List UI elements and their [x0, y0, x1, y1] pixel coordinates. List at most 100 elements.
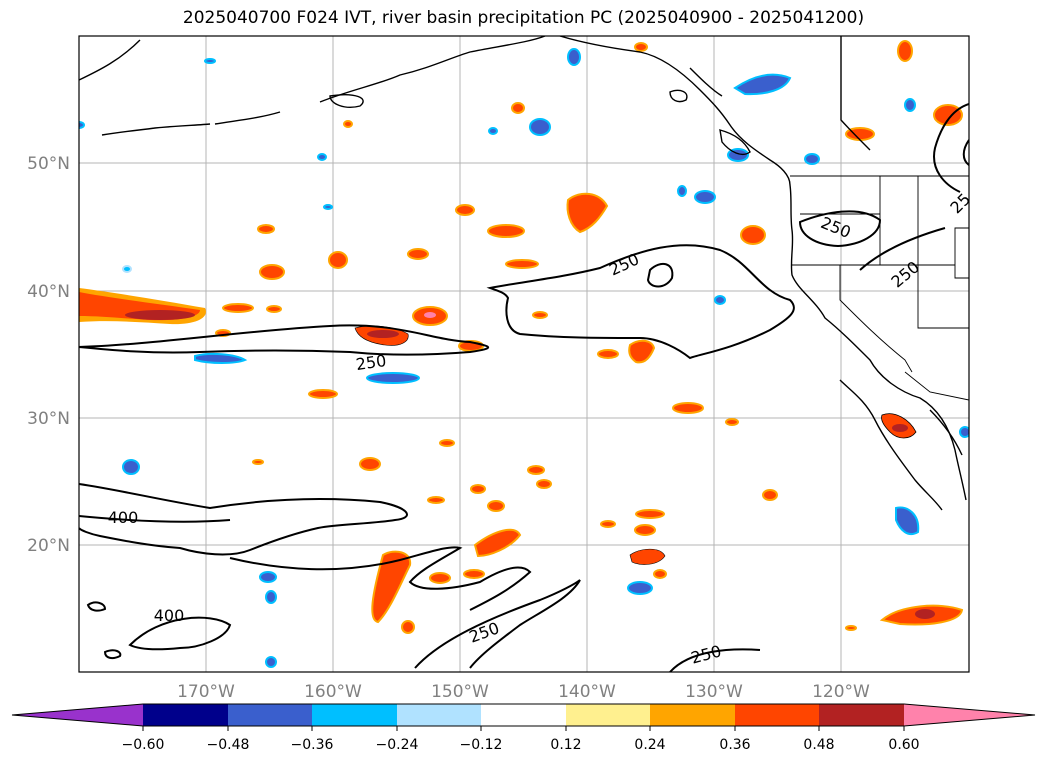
ivt-contour-250 [646, 262, 674, 288]
pc-area [694, 190, 716, 204]
coastlines [79, 36, 967, 511]
pc-area [904, 98, 916, 112]
pc-area [427, 496, 445, 504]
pc-area [527, 465, 545, 475]
pc-area [892, 424, 908, 432]
colorbar-label: 0.48 [803, 737, 834, 753]
lon-label-150w: 150°W [431, 682, 489, 702]
pc-area [627, 581, 653, 595]
pc-area [366, 372, 420, 384]
map-title: 2025040700 F024 IVT, river basin precipi… [182, 8, 865, 28]
island [329, 94, 364, 108]
colorbar-extend-low [12, 704, 143, 726]
vancouver-island [719, 129, 751, 156]
pc-area [672, 402, 704, 414]
latitude-labels: 50°N 40°N 30°N 20°N [27, 154, 70, 556]
ivt-contour-250 [962, 139, 969, 166]
political-borders [790, 175, 969, 401]
pc-area [634, 42, 648, 52]
alaska-coast [319, 36, 546, 103]
pc-area [429, 572, 451, 584]
pc-area [122, 459, 140, 475]
pc-area [473, 528, 522, 558]
coast [79, 39, 141, 81]
pc-area [204, 58, 216, 64]
lat-label-50n: 50°N [27, 154, 70, 174]
pc-area [328, 251, 348, 269]
pc-area [915, 609, 935, 619]
ivt-contour-250 [486, 244, 795, 360]
state-border [839, 265, 913, 373]
colorbar: −0.60 −0.48 −0.36 −0.24 −0.12 0.12 0.24 … [11, 703, 1036, 753]
positive-pc-areas [79, 40, 964, 634]
lon-label-170w: 170°W [177, 682, 235, 702]
ivt-contour-250 [414, 579, 581, 669]
contour-label: 250 [355, 351, 388, 374]
pc-area [628, 339, 656, 364]
pc-area [897, 40, 913, 62]
colorbar-segment [735, 704, 819, 726]
pc-area [424, 312, 436, 318]
pc-area [252, 459, 264, 465]
negative-pc-areas [79, 48, 969, 668]
pc-area [343, 120, 353, 128]
ivt-contour-250 [79, 324, 489, 356]
pc-area [933, 104, 963, 126]
ivt-contour-400 [229, 546, 532, 611]
pc-area [265, 590, 277, 604]
pc-area [536, 479, 552, 489]
colorbar-label: −0.24 [376, 737, 419, 753]
ivt-contour-400 [103, 649, 122, 660]
pc-area [470, 484, 486, 494]
pc-area [487, 500, 505, 512]
colorbar-segment [228, 704, 312, 726]
canada-border [840, 36, 871, 151]
contour-label: 400 [154, 606, 185, 625]
pc-area [79, 121, 85, 129]
ivt-contour-400 [79, 515, 231, 523]
aleutian-islands [101, 123, 211, 136]
us-mexico-border [904, 371, 969, 401]
island [689, 67, 723, 97]
ivt-contour-250 [798, 210, 882, 248]
ivt-contour-250 [933, 103, 969, 193]
north-america-coast [559, 36, 967, 501]
pc-area [597, 349, 619, 359]
island [669, 89, 688, 103]
colorbar-label: −0.60 [122, 737, 165, 753]
lat-label-20n: 20°N [27, 536, 70, 556]
pc-area [257, 224, 275, 234]
colorbar-label: −0.48 [207, 737, 250, 753]
pc-area [635, 509, 665, 519]
ivt-contours [79, 103, 969, 672]
colorbar-segment [143, 704, 228, 726]
pc-area [733, 73, 792, 96]
pc-area [653, 569, 667, 579]
pc-area [401, 620, 415, 634]
pc-area [677, 185, 687, 197]
pc-area [634, 524, 656, 536]
longitude-labels: 170°W 160°W 150°W 140°W 130°W 120°W [177, 682, 870, 702]
pc-area [488, 127, 498, 135]
pc-area [455, 204, 475, 216]
pc-area [567, 48, 581, 66]
contour-label: 400 [108, 508, 139, 527]
pc-area [407, 248, 429, 260]
pc-area [629, 548, 666, 565]
pc-area [714, 295, 726, 305]
pc-area [804, 153, 820, 165]
pc-area [532, 311, 548, 319]
pc-area [487, 224, 525, 238]
pc-area [959, 426, 969, 438]
pc-area [122, 265, 132, 273]
pc-area [308, 389, 338, 399]
baja-california [839, 379, 943, 511]
pc-area [529, 118, 551, 136]
ivt-contour-400 [128, 616, 232, 651]
pc-area [259, 264, 285, 280]
pc-area [566, 192, 609, 234]
aleutian-islands [214, 111, 281, 125]
pc-area [511, 102, 525, 114]
map-frame [78, 35, 970, 673]
